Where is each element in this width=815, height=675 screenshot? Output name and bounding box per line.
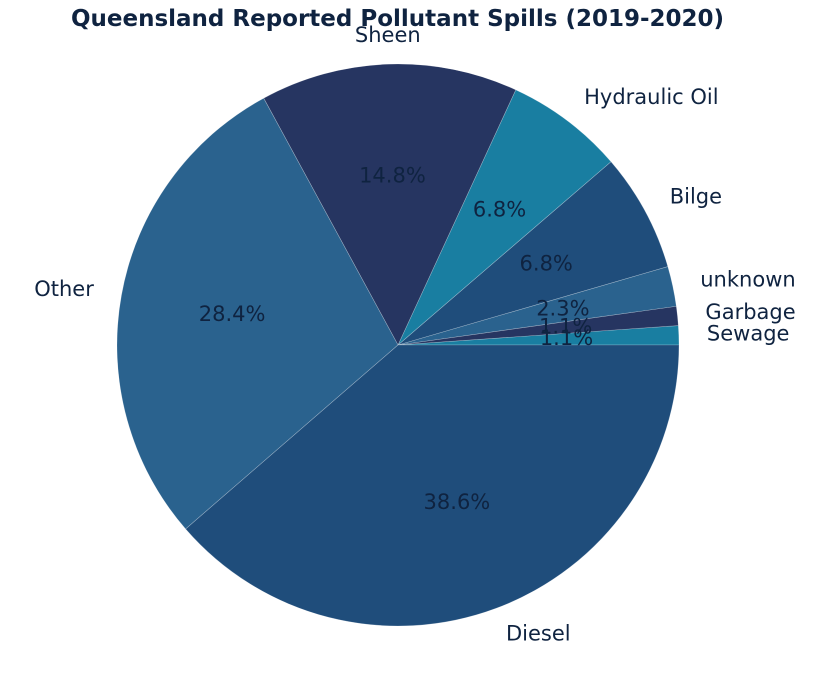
pie-slice-other — [116, 97, 399, 530]
pie-slice-hydraulic-oil — [397, 89, 612, 346]
pct-label-sewage: 1.1% — [540, 326, 593, 350]
pct-label-garbage: 1.1% — [539, 315, 592, 339]
slice-label-bilge: Bilge — [670, 185, 722, 209]
pct-label-bilge: 6.8% — [520, 252, 573, 276]
slice-label-garbage: Garbage — [705, 300, 795, 324]
slice-label-other: Other — [34, 277, 94, 301]
slice-label-sheen: Sheen — [355, 23, 421, 47]
pct-label-other: 28.4% — [199, 302, 266, 326]
pie-slice-bilge — [397, 161, 669, 346]
slice-label-sewage: Sewage — [707, 321, 790, 345]
pct-label-unknown: 2.3% — [536, 297, 589, 321]
pie-slice-unknown — [397, 266, 677, 346]
pie-slice-diesel — [185, 344, 680, 627]
slice-label-diesel: Diesel — [506, 622, 571, 646]
slice-label-hydraulic-oil: Hydraulic Oil — [584, 85, 718, 109]
slice-label-unknown: unknown — [700, 267, 795, 291]
pie-slice-garbage — [397, 305, 679, 346]
pct-label-hydraulic-oil: 6.8% — [473, 197, 526, 221]
pie-slice-sewage — [397, 325, 680, 346]
pct-label-diesel: 38.6% — [424, 490, 491, 514]
chart-title: Queensland Reported Pollutant Spills (20… — [70, 6, 725, 32]
pie-slice-sheen — [263, 63, 517, 346]
pct-label-sheen: 14.8% — [359, 163, 426, 187]
